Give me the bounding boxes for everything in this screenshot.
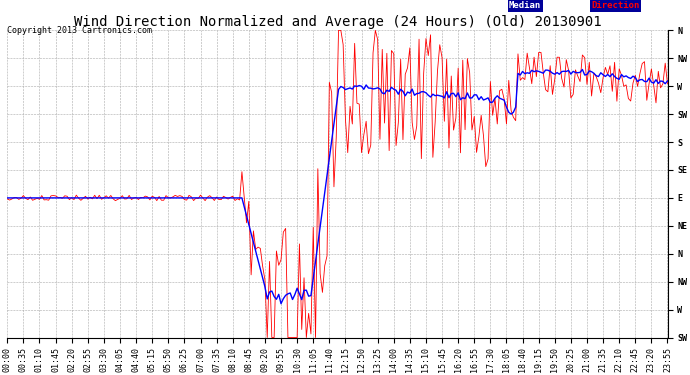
Text: Median: Median (509, 1, 541, 10)
Text: Direction: Direction (591, 1, 640, 10)
Text: Copyright 2013 Cartronics.com: Copyright 2013 Cartronics.com (7, 26, 152, 35)
Title: Wind Direction Normalized and Average (24 Hours) (Old) 20130901: Wind Direction Normalized and Average (2… (74, 15, 601, 29)
